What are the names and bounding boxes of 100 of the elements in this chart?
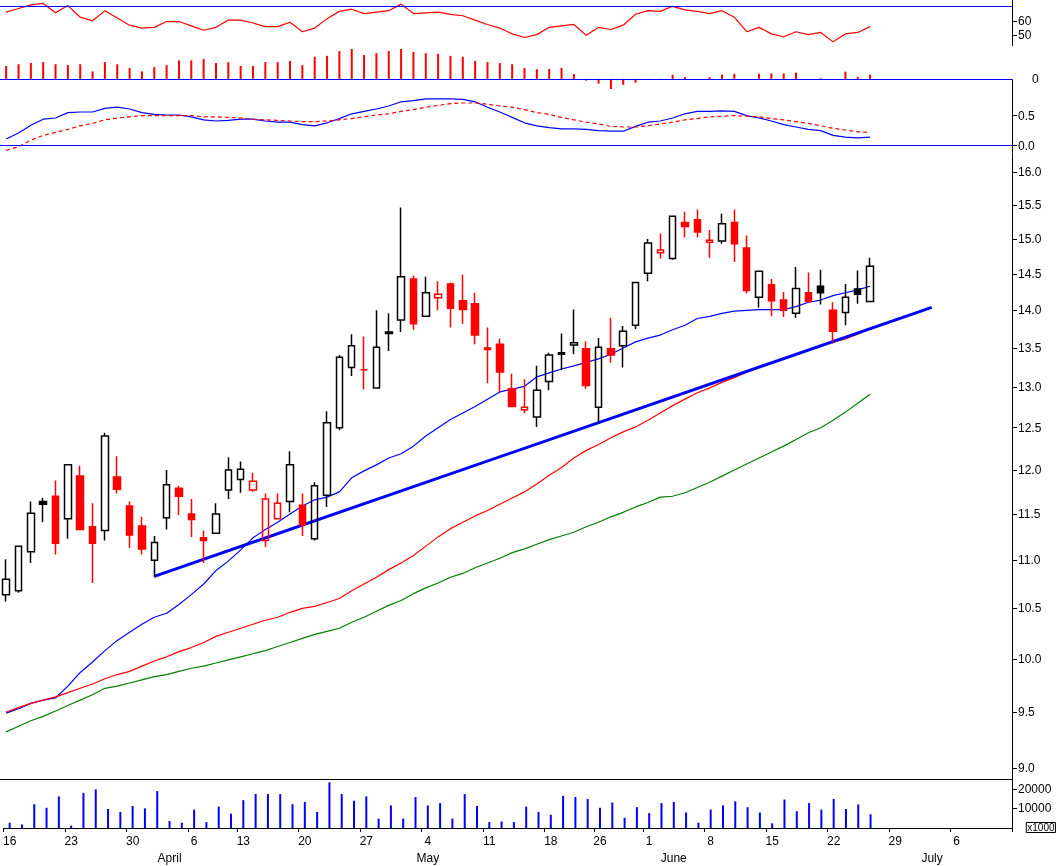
candlestick: [594, 337, 603, 425]
bar: [291, 804, 294, 828]
bar: [782, 73, 785, 79]
bar: [795, 72, 798, 79]
bar: [400, 49, 403, 79]
candlestick: [643, 238, 653, 282]
bar: [168, 820, 171, 828]
bar: [42, 62, 45, 79]
text: x1000: [1027, 822, 1055, 833]
bar: [116, 64, 119, 79]
bar: [562, 795, 565, 828]
y-tick-label: 9.0: [1018, 761, 1036, 776]
bar: [648, 813, 651, 828]
x-tick-label: July: [921, 850, 943, 865]
candlestick: [841, 283, 850, 327]
bar: [844, 71, 847, 79]
bar: [217, 806, 220, 828]
bar: [734, 801, 737, 828]
bar: [205, 822, 208, 828]
bar: [276, 62, 279, 79]
bar: [857, 804, 860, 828]
bar: [33, 804, 36, 828]
bar: [856, 76, 859, 79]
bar: [844, 808, 847, 828]
bar: [328, 782, 331, 828]
y-tick-label: 12.5: [1018, 420, 1042, 435]
candlestick: [310, 481, 319, 542]
candlestick: [717, 212, 727, 245]
bar: [94, 789, 97, 828]
candlestick: [26, 500, 36, 564]
bar: [672, 801, 675, 828]
bar: [131, 806, 134, 828]
bar: [758, 73, 760, 79]
bar: [424, 53, 427, 79]
candlestick: [137, 516, 147, 556]
bar: [202, 58, 205, 79]
bar: [498, 63, 501, 79]
candlestick: [668, 215, 677, 261]
y-tick-label: 0.0: [1018, 138, 1036, 153]
candlestick: [791, 266, 801, 319]
bar: [783, 799, 786, 828]
candlestick: [458, 273, 468, 325]
x-tick-label: June: [660, 850, 688, 865]
bar: [414, 797, 417, 828]
bar: [128, 68, 131, 79]
bar: [771, 823, 774, 828]
bar: [523, 68, 526, 79]
bar: [375, 53, 378, 79]
candlestick: [211, 502, 221, 534]
candlestick: [298, 492, 307, 537]
bar: [560, 67, 563, 79]
candlestick: [261, 492, 270, 548]
y-tick-label: 13.0: [1018, 380, 1042, 395]
candlestick: [236, 460, 245, 494]
x-tick-label: 20: [298, 833, 312, 848]
candlestick: [396, 206, 406, 333]
bar: [66, 65, 69, 79]
x-tick-label: 13: [236, 833, 251, 848]
bar: [316, 811, 319, 828]
candlestick: [335, 354, 344, 431]
candlestick: [409, 274, 418, 331]
candlestick: [63, 464, 73, 540]
bar: [214, 63, 217, 79]
candlestick: [273, 492, 282, 520]
bar: [671, 74, 674, 79]
candlestick: [38, 497, 48, 524]
bar: [476, 806, 478, 828]
candlestick: [470, 292, 480, 345]
candlestick: [322, 410, 332, 508]
bar: [107, 808, 110, 828]
bar: [82, 792, 85, 828]
x-tick-label: 18: [544, 833, 558, 848]
bar: [402, 818, 405, 828]
candlestick: [767, 278, 776, 318]
bar: [156, 791, 159, 828]
y-tick-label: 16.0: [1018, 165, 1042, 180]
x-tick-label: 6: [190, 833, 198, 848]
candlestick: [150, 535, 159, 578]
candlestick: [865, 256, 875, 303]
candlestick: [581, 340, 591, 390]
bar: [437, 53, 440, 79]
bar: [326, 55, 329, 79]
bar: [709, 809, 712, 828]
candlestick: [199, 529, 208, 564]
y-tick-label: 15.5: [1018, 197, 1042, 212]
y-tick-label: 13.5: [1018, 341, 1042, 356]
line-series: [5, 393, 871, 733]
bar: [153, 67, 156, 79]
candlestick: [187, 498, 196, 538]
y-tick-label: 10.5: [1018, 601, 1042, 616]
candlestick: [421, 276, 431, 318]
candlestick: [557, 332, 566, 371]
bar: [721, 805, 724, 828]
candlestick: [372, 309, 381, 390]
bar: [820, 809, 823, 828]
y-tick-label: 11.5: [1018, 507, 1041, 522]
candlestick: [693, 208, 702, 239]
bar: [486, 62, 489, 79]
y-tick-label: 11.0: [1018, 553, 1041, 568]
bar: [103, 62, 106, 79]
